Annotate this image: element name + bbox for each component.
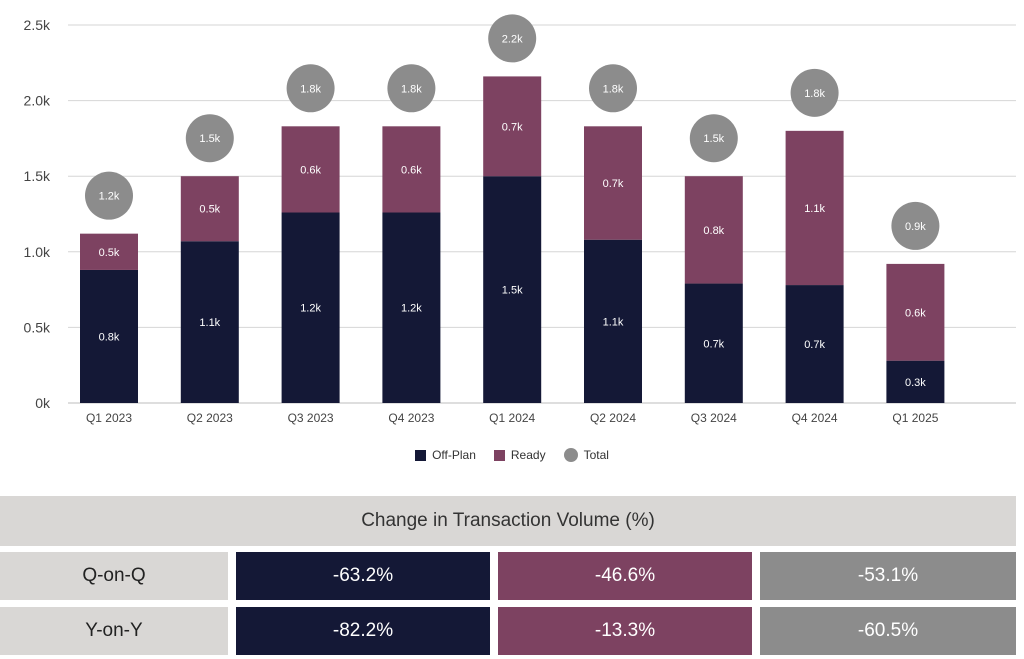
bar-ready	[281, 126, 340, 213]
data-label-off-plan: 0.7k	[703, 338, 724, 350]
bar-ready	[483, 76, 542, 177]
bar-ready	[785, 130, 844, 286]
x-tick-label: Q3 2023	[288, 411, 334, 425]
data-label-off-plan: 1.1k	[199, 317, 220, 329]
data-label-total: 1.5k	[199, 133, 220, 145]
bar-ready	[684, 176, 743, 284]
data-label-ready: 0.6k	[905, 307, 926, 319]
data-label-ready: 0.6k	[401, 164, 422, 176]
data-label-total: 1.8k	[401, 83, 422, 95]
y-tick-label: 2.5k	[24, 17, 51, 33]
x-tick-label: Q3 2024	[691, 411, 737, 425]
data-label-ready: 0.5k	[199, 204, 220, 216]
x-tick-label: Q2 2024	[590, 411, 636, 425]
data-label-total: 1.2k	[99, 191, 120, 203]
legend-label-off-plan: Off-Plan	[432, 448, 476, 462]
data-label-total: 2.2k	[502, 33, 523, 45]
data-label-off-plan: 0.7k	[804, 339, 825, 351]
data-label-off-plan: 0.8k	[99, 331, 120, 343]
legend-item-ready: Ready	[493, 448, 546, 462]
cell-total: -53.1%	[760, 552, 1016, 600]
bar-off-plan	[483, 176, 542, 403]
table-title: Change in Transaction Volume (%)	[0, 496, 1016, 546]
bar-ready	[80, 233, 138, 270]
bar-ready	[382, 126, 441, 213]
legend-swatch-off-plan	[415, 449, 427, 461]
bar-off-plan	[382, 212, 441, 403]
bar-off-plan	[684, 283, 743, 403]
bar-off-plan	[80, 269, 138, 403]
cell-ready: -13.3%	[498, 607, 752, 655]
bar-off-plan	[785, 285, 844, 403]
x-tick-label: Q4 2024	[792, 411, 838, 425]
total-bubble	[589, 64, 637, 113]
legend-swatch-total	[563, 448, 578, 462]
data-label-ready: 0.5k	[99, 247, 120, 259]
bar-ready	[180, 176, 239, 242]
bar-ready	[584, 126, 642, 240]
data-label-total: 0.9k	[905, 221, 926, 233]
row-label: Q-on-Q	[0, 552, 228, 600]
data-label-ready: 0.7k	[603, 178, 624, 190]
y-tick-label: 2.0k	[24, 93, 51, 109]
x-tick-label: Q1 2023	[86, 411, 132, 425]
table-row-y-on-y: Y-on-Y -82.2% -13.3% -60.5%	[0, 607, 1016, 655]
cell-total: -60.5%	[760, 607, 1016, 655]
data-label-ready: 0.7k	[502, 121, 523, 133]
legend-item-off-plan: Off-Plan	[415, 448, 476, 462]
cell-ready: -46.6%	[498, 552, 752, 600]
x-tick-label: Q2 2023	[187, 411, 233, 425]
data-label-total: 1.8k	[300, 83, 321, 95]
cell-off-plan: -63.2%	[236, 552, 490, 600]
data-label-off-plan: 1.5k	[502, 285, 523, 297]
y-tick-label: 1.0k	[24, 244, 51, 260]
data-label-total: 1.8k	[603, 83, 624, 95]
bar-off-plan	[886, 360, 945, 403]
y-tick-label: 1.5k	[24, 168, 51, 184]
total-bubble	[286, 64, 335, 113]
data-label-ready: 0.8k	[703, 225, 724, 237]
total-bubble	[689, 114, 738, 163]
legend-label-total: Total	[583, 448, 609, 462]
total-bubble	[387, 64, 436, 113]
data-label-total: 1.8k	[804, 88, 825, 100]
table-row-q-on-q: Q-on-Q -63.2% -46.6% -53.1%	[0, 552, 1016, 600]
bar-off-plan	[180, 241, 239, 403]
data-label-off-plan: 1.2k	[401, 303, 422, 315]
legend-item-total: Total	[563, 448, 609, 462]
x-tick-label: Q1 2025	[892, 411, 938, 425]
y-tick-label: 0.5k	[24, 319, 51, 335]
chart-legend: Off-Plan Ready Total	[0, 448, 1024, 462]
x-tick-label: Q4 2023	[388, 411, 434, 425]
x-tick-label: Q1 2024	[489, 411, 535, 425]
y-tick-label: 0k	[35, 395, 51, 411]
row-label: Y-on-Y	[0, 607, 228, 655]
data-label-total: 1.5k	[703, 133, 724, 145]
legend-swatch-ready	[493, 449, 505, 461]
legend-label-ready: Ready	[510, 448, 546, 462]
data-label-off-plan: 0.3k	[905, 377, 926, 389]
bar-off-plan	[281, 212, 340, 403]
total-bubble	[790, 68, 839, 117]
total-bubble	[185, 114, 234, 163]
data-label-ready: 1.1k	[804, 203, 825, 215]
data-label-off-plan: 1.2k	[300, 303, 321, 315]
total-bubble	[85, 171, 133, 220]
bar-off-plan	[584, 239, 642, 403]
total-bubble	[488, 14, 537, 63]
total-bubble	[891, 201, 940, 250]
stacked-bar-chart: 0k 0.5k 1.0k 1.5k 2.0k 2.5k 0.8k 0.5k 1.2k Q1 202…	[24, 14, 1016, 425]
bar-ready	[886, 263, 945, 361]
data-label-off-plan: 1.1k	[603, 316, 624, 328]
cell-off-plan: -82.2%	[236, 607, 490, 655]
data-label-ready: 0.6k	[300, 164, 321, 176]
